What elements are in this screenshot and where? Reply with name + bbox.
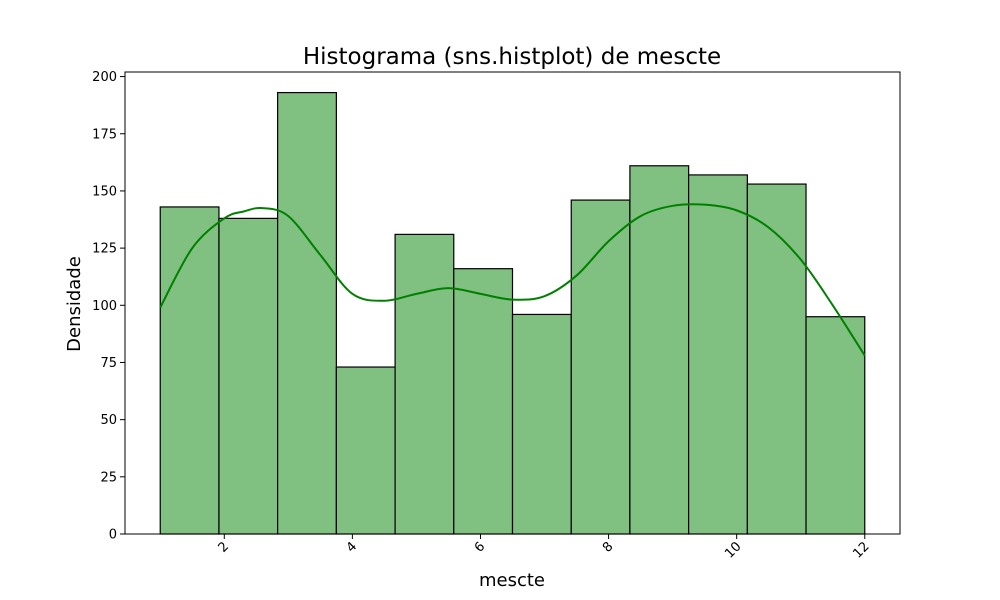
x-axis-label: mescte: [479, 570, 545, 591]
histogram-bar-8: [570, 199, 631, 535]
x-tick-label: 10: [722, 539, 744, 561]
histogram-bar-9: [629, 165, 690, 535]
x-tick-label: 4: [344, 539, 360, 555]
y-tick-label: 150: [92, 184, 117, 199]
histogram-bar-10: [688, 174, 748, 535]
x-tick-label: 6: [472, 539, 488, 555]
y-axis: 0 25 50 75 100 125 150 175 200: [92, 70, 125, 543]
y-tick-label: 175: [92, 127, 117, 142]
y-axis-label: Densidade: [64, 256, 85, 352]
plot-frame: [124, 71, 901, 535]
histogram-bar-5: [394, 233, 455, 535]
x-tick-label: 12: [850, 539, 872, 561]
y-tick-label: 200: [92, 70, 117, 85]
histogram-bar-11: [746, 183, 807, 535]
bars-layer: [159, 91, 866, 535]
histogram-bar-4: [335, 366, 396, 535]
kde-curve: [159, 203, 866, 357]
y-tick-label: 75: [100, 356, 117, 371]
y-tick-label: 25: [100, 470, 117, 485]
x-tick-label: 8: [600, 539, 616, 555]
y-tick-label: 50: [100, 413, 117, 428]
histogram-bar-3: [277, 91, 337, 535]
histogram-bar-7: [511, 313, 572, 535]
histogram-bar-1: [159, 206, 220, 535]
y-tick-label: 125: [92, 242, 117, 257]
x-tick-label: 2: [216, 539, 232, 555]
histogram-bar-6: [453, 268, 514, 535]
histogram-bar-2: [218, 217, 279, 535]
chart-title: Histograma (sns.histplot) de mescte: [303, 44, 721, 70]
y-tick-label: 100: [92, 299, 117, 314]
x-axis: 2 4 6 8 10 12: [216, 534, 873, 562]
histogram-bar-12: [805, 316, 866, 535]
y-tick-label: 0: [109, 528, 117, 543]
